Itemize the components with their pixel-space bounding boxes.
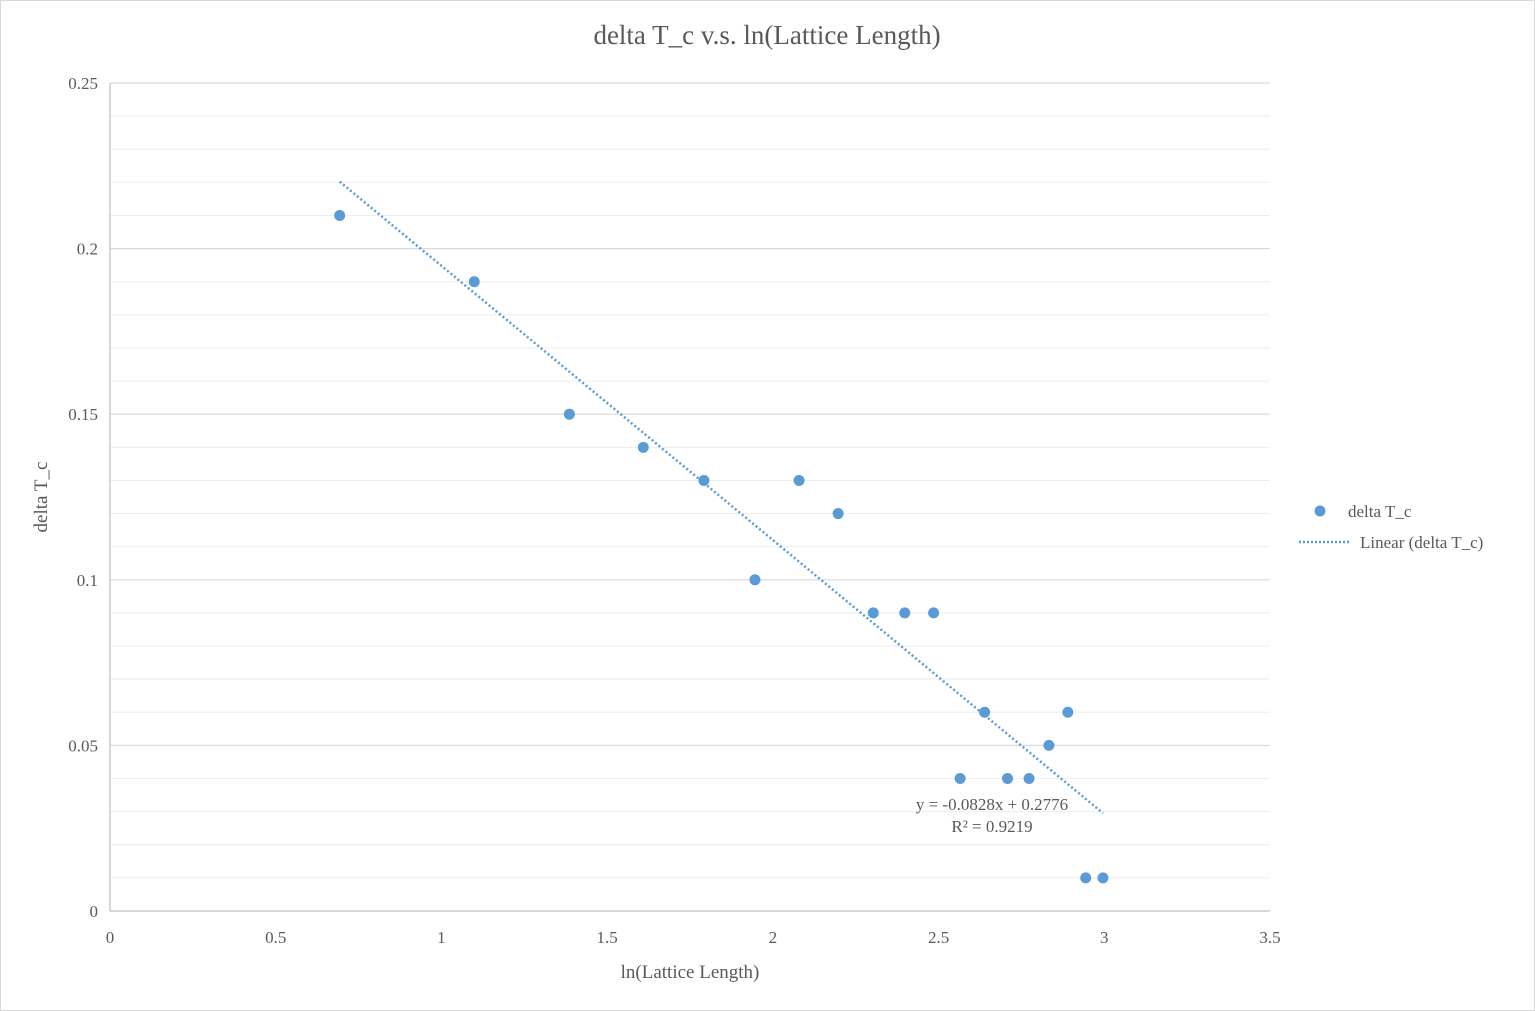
x-tick-label: 2.5 bbox=[928, 928, 949, 947]
data-point bbox=[793, 474, 805, 486]
y-tick-label: 0.25 bbox=[68, 74, 98, 93]
chart-title: delta T_c v.s. ln(Lattice Length) bbox=[593, 20, 940, 50]
data-point bbox=[1002, 773, 1014, 785]
x-tick-label: 3.5 bbox=[1259, 928, 1280, 947]
data-point bbox=[334, 209, 346, 221]
x-axis-ticks: 0 0.5 1 1.5 2 2.5 3 3.5 bbox=[106, 928, 1281, 947]
y-axis-ticks: 0 0.05 0.1 0.15 0.2 0.25 bbox=[68, 74, 98, 921]
y-axis-title: delta T_c bbox=[31, 462, 52, 533]
data-point bbox=[468, 276, 480, 288]
legend-label-delta-tc: delta T_c bbox=[1348, 502, 1412, 521]
data-point bbox=[899, 607, 911, 619]
y-tick-label: 0.05 bbox=[68, 736, 98, 755]
x-tick-label: 0.5 bbox=[265, 928, 286, 947]
data-point bbox=[832, 508, 844, 520]
data-point bbox=[749, 574, 761, 586]
x-axis-title: ln(Lattice Length) bbox=[621, 962, 760, 983]
trendline-equation: y = -0.0828x + 0.2776 bbox=[916, 795, 1068, 814]
x-tick-label: 0 bbox=[106, 928, 115, 947]
data-point bbox=[1080, 872, 1092, 884]
y-tick-label: 0.15 bbox=[68, 405, 98, 424]
x-tick-label: 2 bbox=[769, 928, 778, 947]
x-tick-label: 3 bbox=[1100, 928, 1109, 947]
legend: delta T_c Linear (delta T_c) bbox=[1299, 502, 1483, 552]
data-point bbox=[1062, 706, 1074, 718]
y-tick-label: 0.2 bbox=[77, 240, 98, 259]
legend-marker-delta-tc bbox=[1314, 505, 1326, 517]
trendline-layer bbox=[338, 180, 1104, 815]
data-point bbox=[1043, 739, 1055, 751]
data-point bbox=[979, 706, 991, 718]
data-point bbox=[867, 607, 879, 619]
axes bbox=[109, 83, 1270, 912]
y-tick-label: 0.1 bbox=[77, 571, 98, 590]
trendline bbox=[338, 180, 1104, 815]
data-points bbox=[334, 209, 1109, 884]
data-point bbox=[954, 773, 966, 785]
legend-label-linear: Linear (delta T_c) bbox=[1360, 533, 1483, 552]
data-point bbox=[698, 474, 710, 486]
data-point bbox=[563, 408, 575, 420]
y-tick-label: 0 bbox=[90, 902, 99, 921]
data-point bbox=[637, 441, 649, 453]
data-point bbox=[928, 607, 940, 619]
x-tick-label: 1.5 bbox=[597, 928, 618, 947]
trendline-r-squared: R² = 0.9219 bbox=[951, 817, 1032, 836]
x-tick-label: 1 bbox=[437, 928, 446, 947]
data-point bbox=[1097, 872, 1109, 884]
data-point bbox=[1023, 773, 1035, 785]
gridlines bbox=[110, 82, 1270, 879]
